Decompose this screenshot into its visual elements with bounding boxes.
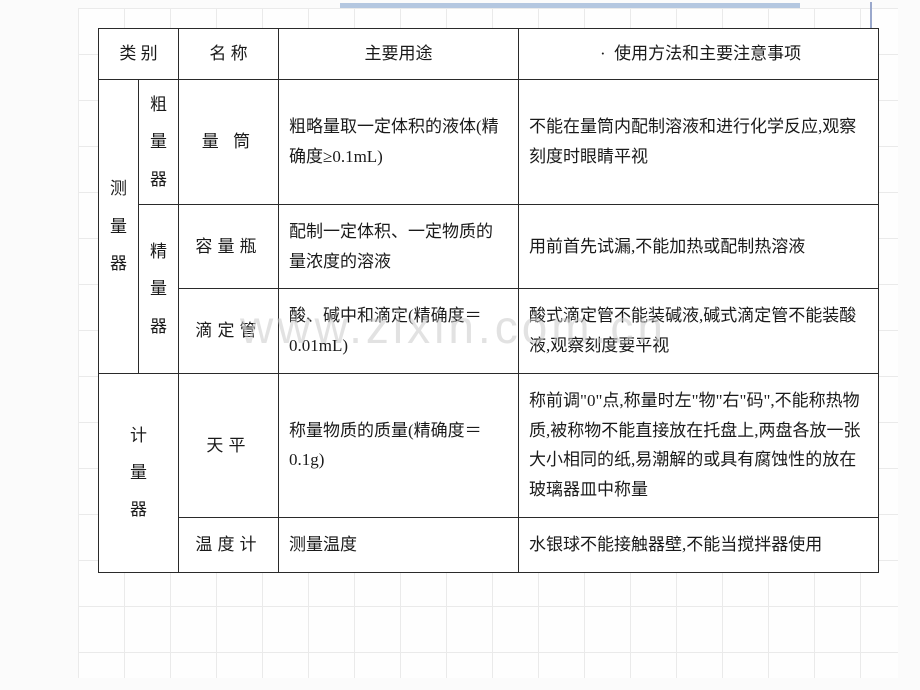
name-cell: 滴定管	[179, 289, 279, 374]
header-use: 主要用途	[279, 29, 519, 80]
cat-char: 器	[103, 245, 134, 282]
cat-char: 计	[103, 417, 174, 454]
header-row: 类 别 名 称 主要用途 · 使用方法和主要注意事项	[99, 29, 879, 80]
name-cell: 容量瓶	[179, 204, 279, 289]
instruments-table: 类 别 名 称 主要用途 · 使用方法和主要注意事项 测 量 器 粗 量	[98, 28, 879, 573]
use-cell: 粗略量取一定体积的液体(精确度≥0.1mL)	[279, 79, 519, 204]
cat-char: 器	[103, 491, 174, 528]
top-blue-line	[340, 3, 800, 8]
cat-gauge: 计 量 器	[99, 373, 179, 572]
right-marker	[870, 2, 872, 30]
cat-char: 量	[103, 208, 134, 245]
subcat-coarse: 粗 量 器	[139, 79, 179, 204]
note-cell: 水银球不能接触器壁,不能当搅拌器使用	[519, 517, 879, 572]
subcat-char: 量	[143, 270, 174, 307]
cat-measure: 测 量 器	[99, 79, 139, 373]
cat-char: 测	[103, 170, 134, 207]
subcat-char: 量	[143, 123, 174, 160]
notes-header-text: 使用方法和主要注意事项	[614, 44, 801, 63]
table-row: 精 量 器 容量瓶 配制一定体积、一定物质的量浓度的溶液 用前首先试漏,不能加热…	[99, 204, 879, 289]
cat-char: 量	[103, 454, 174, 491]
header-category: 类 别	[99, 29, 179, 80]
name-cell: 天平	[179, 373, 279, 517]
subcat-fine: 精 量 器	[139, 204, 179, 373]
note-cell: 不能在量筒内配制溶液和进行化学反应,观察刻度时眼睛平视	[519, 79, 879, 204]
table-row: 测 量 器 粗 量 器 量 筒 粗略量取一定体积的液体(精确度≥0.1mL) 不…	[99, 79, 879, 204]
table-container: 类 别 名 称 主要用途 · 使用方法和主要注意事项 测 量 器 粗 量	[98, 28, 878, 573]
use-cell: 测量温度	[279, 517, 519, 572]
table-row: 计 量 器 天平 称量物质的质量(精确度＝0.1g) 称前调"0"点,称量时左"…	[99, 373, 879, 517]
name-cell: 量 筒	[179, 79, 279, 204]
name-cell: 温度计	[179, 517, 279, 572]
note-cell: 用前首先试漏,不能加热或配制热溶液	[519, 204, 879, 289]
subcat-char: 器	[143, 161, 174, 198]
subcat-char: 精	[143, 233, 174, 270]
notes-prefix: ·	[596, 39, 610, 69]
subcat-char: 器	[143, 308, 174, 345]
header-notes: · 使用方法和主要注意事项	[519, 29, 879, 80]
header-name: 名 称	[179, 29, 279, 80]
use-cell: 称量物质的质量(精确度＝0.1g)	[279, 373, 519, 517]
table-row: 滴定管 酸、碱中和滴定(精确度＝0.01mL) 酸式滴定管不能装碱液,碱式滴定管…	[99, 289, 879, 374]
use-cell: 配制一定体积、一定物质的量浓度的溶液	[279, 204, 519, 289]
use-cell: 酸、碱中和滴定(精确度＝0.01mL)	[279, 289, 519, 374]
subcat-char: 粗	[143, 86, 174, 123]
table-row: 温度计 测量温度 水银球不能接触器壁,不能当搅拌器使用	[99, 517, 879, 572]
note-cell: 称前调"0"点,称量时左"物"右"码",不能称热物质,被称物不能直接放在托盘上,…	[519, 373, 879, 517]
note-cell: 酸式滴定管不能装碱液,碱式滴定管不能装酸液,观察刻度要平视	[519, 289, 879, 374]
